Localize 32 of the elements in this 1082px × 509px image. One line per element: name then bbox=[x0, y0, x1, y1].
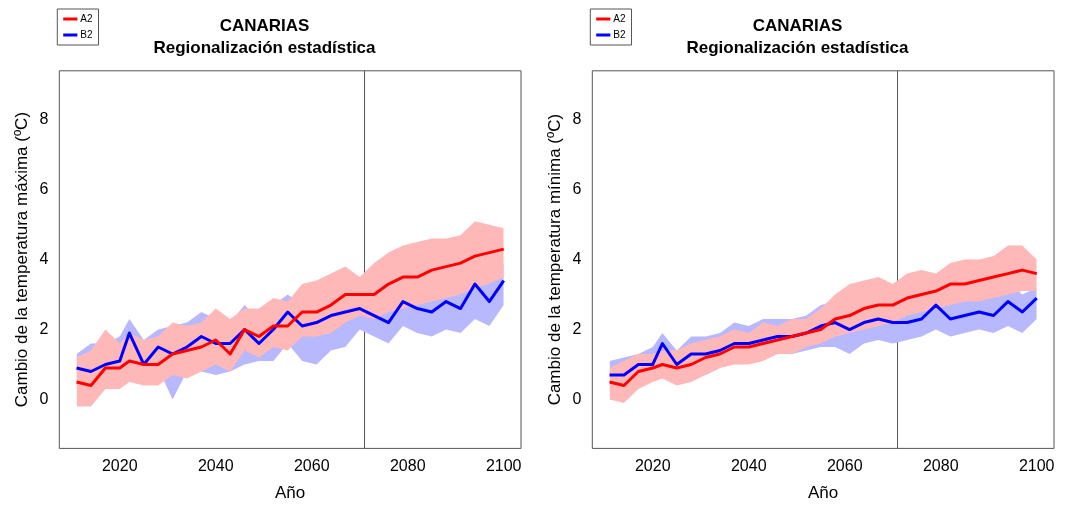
x-tick-label: 2080 bbox=[389, 457, 426, 475]
x-tick-label: 2060 bbox=[826, 457, 863, 475]
y-tick-label: 0 bbox=[572, 389, 582, 407]
legend-label: B2 bbox=[613, 28, 626, 40]
x-tick-label: 2020 bbox=[101, 457, 138, 475]
x-tick-label: 2060 bbox=[293, 457, 330, 475]
chart-subtitle: Regionalización estadística bbox=[153, 38, 377, 58]
y-tick-label: 6 bbox=[39, 180, 49, 198]
y-tick-label: 0 bbox=[39, 389, 49, 407]
legend-label: B2 bbox=[80, 28, 93, 40]
x-tick-label: 2100 bbox=[1018, 457, 1055, 475]
y-tick-label: 4 bbox=[39, 250, 49, 268]
legend-label: A2 bbox=[80, 12, 93, 24]
legend-label: A2 bbox=[613, 12, 626, 24]
y-tick-label: 8 bbox=[39, 110, 49, 128]
x-tick-label: 2040 bbox=[730, 457, 767, 475]
x-tick-label: 2100 bbox=[485, 457, 522, 475]
y-axis-title: Cambio de la temperatura máxima (ºC) bbox=[11, 111, 31, 408]
x-axis-title: Año bbox=[275, 483, 306, 503]
y-tick-label: 8 bbox=[572, 110, 582, 128]
chart-subtitle: Regionalización estadística bbox=[686, 38, 910, 58]
y-axis-title: Cambio de la temperatura mínima (ºC) bbox=[544, 113, 564, 406]
chart-title: CANARIAS bbox=[219, 15, 310, 35]
x-tick-label: 2020 bbox=[634, 457, 671, 475]
y-tick-label: 4 bbox=[572, 250, 582, 268]
y-tick-label: 2 bbox=[39, 319, 49, 337]
y-tick-label: 2 bbox=[572, 319, 582, 337]
chart-title: CANARIAS bbox=[752, 15, 843, 35]
x-tick-label: 2040 bbox=[197, 457, 234, 475]
x-tick-label: 2080 bbox=[922, 457, 959, 475]
y-tick-label: 6 bbox=[572, 180, 582, 198]
x-axis-title: Año bbox=[808, 483, 839, 503]
